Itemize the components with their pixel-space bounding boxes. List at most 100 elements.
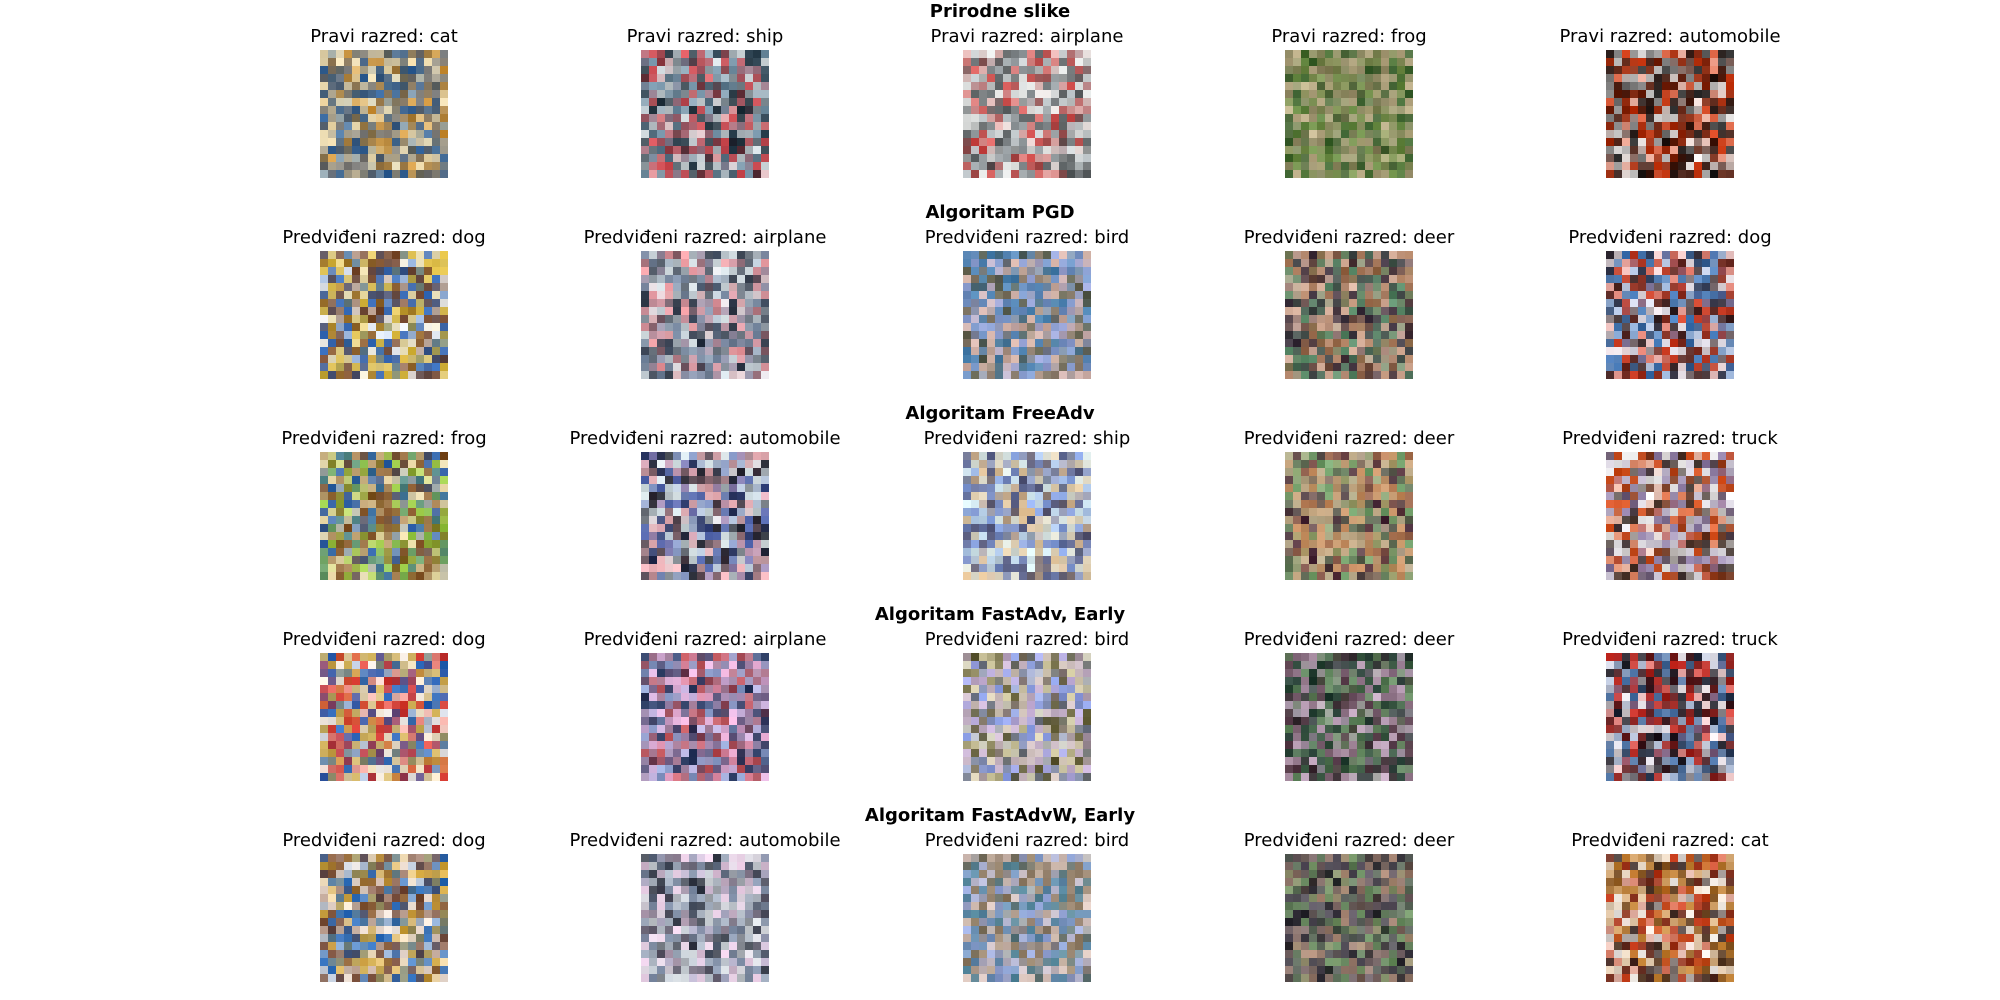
- pixel: [1059, 371, 1068, 379]
- pixel: [673, 460, 682, 469]
- pixel: [1638, 556, 1647, 565]
- pixel: [641, 757, 650, 766]
- pixel: [1638, 500, 1647, 509]
- pixel: [1670, 532, 1679, 541]
- pixel: [400, 275, 409, 284]
- pixel: [1606, 331, 1615, 340]
- pixel: [713, 773, 722, 781]
- pixel: [384, 653, 393, 662]
- pixel: [1710, 267, 1719, 276]
- pixel: [1003, 677, 1012, 686]
- pixel: [1694, 98, 1703, 107]
- pixel: [673, 677, 682, 686]
- pixel: [689, 331, 698, 340]
- pixel: [432, 733, 441, 742]
- pixel: [392, 82, 401, 91]
- pixel: [1726, 162, 1734, 171]
- pixel: [1003, 532, 1012, 541]
- pixel: [1710, 315, 1719, 324]
- pixel: [344, 757, 353, 766]
- pixel: [408, 693, 417, 702]
- pixel: [1710, 323, 1719, 332]
- pixel: [1702, 259, 1711, 268]
- pixel: [416, 66, 425, 75]
- pixel: [649, 532, 658, 541]
- pixel: [979, 307, 988, 316]
- pixel: [360, 701, 369, 710]
- pixel: [1301, 773, 1310, 781]
- pixel: [1317, 130, 1326, 139]
- pixel: [344, 138, 353, 147]
- pixel: [1630, 516, 1639, 525]
- pixel: [1043, 58, 1052, 67]
- pixel: [1293, 460, 1302, 469]
- pixel: [368, 701, 377, 710]
- pixel: [1405, 725, 1413, 734]
- pixel: [1035, 114, 1044, 123]
- pixel: [1083, 162, 1091, 171]
- pixel: [1710, 130, 1719, 139]
- pixel: [665, 548, 674, 557]
- pixel: [1710, 138, 1719, 147]
- pixel: [416, 661, 425, 670]
- pixel: [649, 275, 658, 284]
- pixel: [1333, 749, 1342, 758]
- pixel: [641, 267, 650, 276]
- pixel: [1389, 749, 1398, 758]
- pixel: [416, 355, 425, 364]
- pixel: [987, 709, 996, 718]
- pixel: [649, 653, 658, 662]
- pixel: [721, 572, 730, 580]
- pixel: [1686, 251, 1695, 260]
- pixel: [753, 299, 762, 308]
- pixel: [1670, 347, 1679, 356]
- image-caption: Pravi razred: cat: [310, 26, 458, 47]
- pixel: [1067, 540, 1076, 549]
- pixel: [1662, 259, 1671, 268]
- pixel: [963, 484, 972, 493]
- pixel: [1686, 355, 1695, 364]
- pixel: [1051, 677, 1060, 686]
- pixel: [1638, 138, 1647, 147]
- pixel: [1309, 122, 1318, 131]
- pixel: [1285, 733, 1294, 742]
- pixel: [689, 460, 698, 469]
- pixel: [1075, 452, 1084, 461]
- pixel: [424, 468, 433, 477]
- pixel: [1059, 484, 1068, 493]
- pixel: [1702, 653, 1711, 662]
- pixel: [673, 162, 682, 171]
- pixel: [665, 307, 674, 316]
- pixel: [360, 98, 369, 107]
- pixel: [963, 299, 972, 308]
- pixel: [673, 757, 682, 766]
- pixel: [1365, 154, 1374, 163]
- pixel: [320, 154, 329, 163]
- pixel: [1630, 58, 1639, 67]
- pixel: [1035, 669, 1044, 678]
- pixel: [1059, 154, 1068, 163]
- pixel: [1317, 516, 1326, 525]
- pixel: [1011, 741, 1020, 750]
- pixel: [963, 275, 972, 284]
- pixel: [1309, 347, 1318, 356]
- pixel: [1405, 669, 1413, 678]
- pixel: [1606, 251, 1615, 260]
- pixel: [1341, 765, 1350, 774]
- pixel: [1694, 371, 1703, 379]
- pixel: [1317, 122, 1326, 131]
- pixel: [1341, 58, 1350, 67]
- pixel: [368, 709, 377, 718]
- pixel: [1019, 154, 1028, 163]
- pixel: [1710, 146, 1719, 155]
- pixel: [963, 540, 972, 549]
- pixel: [649, 259, 658, 268]
- pixel: [1325, 709, 1334, 718]
- pixel: [673, 653, 682, 662]
- pixel: [1726, 331, 1734, 340]
- pixel: [761, 661, 769, 670]
- pixel: [400, 741, 409, 750]
- pixel: [1043, 484, 1052, 493]
- pixel: [328, 492, 337, 501]
- pixel: [1293, 170, 1302, 178]
